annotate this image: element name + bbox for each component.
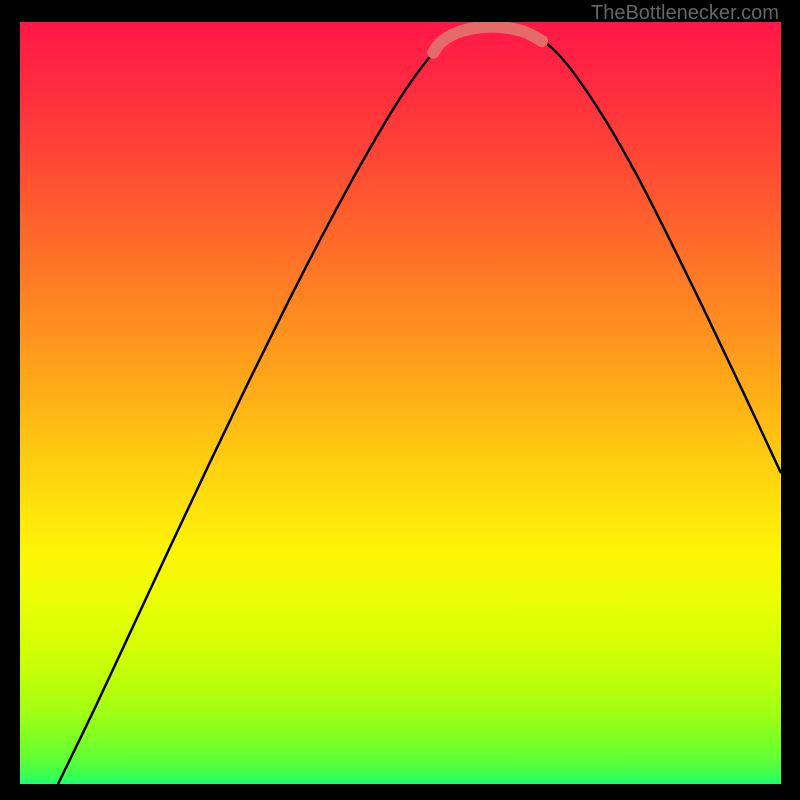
optimal-range-marker: [433, 27, 542, 53]
watermark-text: TheBottlenecker.com: [591, 2, 779, 25]
plot-area: [20, 22, 781, 784]
optimal-point-dot: [427, 46, 439, 58]
curve-overlay: [20, 22, 781, 784]
chart-container: TheBottlenecker.com: [0, 0, 800, 800]
bottleneck-curve: [58, 26, 781, 784]
